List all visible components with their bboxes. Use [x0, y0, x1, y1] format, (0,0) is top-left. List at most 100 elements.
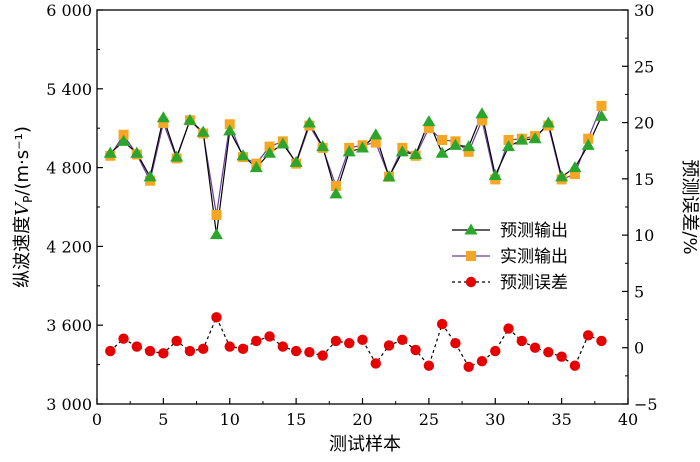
data-point-2	[529, 342, 541, 353]
y-right-tick-label: 5	[634, 282, 644, 301]
x-tick-label: 0	[92, 410, 102, 429]
data-point-0	[435, 146, 449, 158]
data-point-0	[143, 170, 157, 182]
data-point-2	[131, 341, 143, 352]
data-point-2	[450, 338, 461, 349]
data-point-2	[211, 312, 222, 323]
x-tick-label: 15	[286, 410, 306, 429]
data-point-2	[224, 341, 235, 352]
data-point-2	[330, 335, 342, 347]
data-point-0	[316, 140, 330, 152]
data-point-2	[383, 340, 395, 351]
data-point-2	[397, 334, 408, 346]
x-tick-label: 25	[419, 410, 439, 429]
data-point-2	[290, 345, 302, 357]
data-point-0	[196, 125, 210, 137]
data-point-0	[475, 107, 489, 119]
data-point-0	[555, 170, 569, 182]
y-left-tick-label: 6 000	[46, 1, 92, 20]
data-point-0	[249, 161, 263, 173]
data-point-0	[156, 111, 170, 123]
data-point-0	[581, 138, 595, 150]
data-point-0	[183, 113, 197, 125]
data-point-2	[264, 331, 275, 342]
data-point-1	[118, 129, 129, 140]
data-point-1	[476, 115, 487, 126]
legend-marker	[466, 251, 476, 261]
y-left-tick-label: 3 600	[46, 316, 92, 335]
data-point-2	[317, 350, 328, 361]
legend-marker	[464, 223, 478, 235]
x-tick-label: 20	[352, 410, 372, 429]
data-point-1	[569, 169, 580, 180]
y-left-tick-label: 5 400	[46, 80, 92, 99]
data-point-1	[264, 141, 275, 152]
data-point-2	[423, 360, 435, 371]
data-point-1	[423, 123, 434, 134]
data-point-2	[171, 335, 182, 347]
legend-label: 预测误差	[500, 273, 568, 293]
data-point-0	[236, 149, 250, 161]
data-point-2	[582, 330, 594, 341]
y-axis-left-title: 纵波速度VP/(m·s⁻¹)	[12, 126, 35, 288]
data-point-1	[503, 135, 514, 146]
data-point-0	[356, 141, 369, 153]
y-right-tick-label: 0	[634, 339, 644, 358]
data-point-0	[302, 116, 316, 128]
data-point-1	[583, 133, 594, 144]
data-point-0	[130, 146, 144, 158]
x-tick-label: 40	[618, 410, 638, 429]
data-point-0	[209, 228, 223, 240]
data-point-2	[476, 356, 488, 367]
y-left-tick-label: 3 000	[46, 395, 92, 414]
y-right-tick-label: 10	[634, 226, 654, 245]
data-point-2	[543, 347, 554, 358]
data-point-1	[437, 135, 448, 146]
data-point-2	[596, 335, 607, 347]
data-point-2	[344, 338, 355, 349]
series-layer	[103, 100, 608, 373]
data-point-0	[276, 137, 290, 149]
data-point-2	[569, 360, 581, 371]
data-point-0	[409, 147, 423, 160]
data-point-1	[370, 137, 381, 148]
data-point-0	[170, 150, 184, 162]
data-point-2	[118, 333, 129, 344]
series-line-0	[109, 111, 602, 235]
data-point-0	[369, 128, 383, 140]
data-point-0	[382, 170, 396, 182]
y-axis-left-title-unit: /(m·s⁻¹)	[12, 126, 33, 195]
data-point-0	[502, 140, 516, 152]
data-point-0	[117, 134, 131, 146]
data-point-0	[422, 115, 436, 127]
data-point-0	[488, 168, 502, 181]
data-point-0	[342, 145, 356, 157]
data-point-0	[528, 132, 542, 144]
y-axis-left-title-prefix: 纵波速度	[12, 216, 33, 288]
data-point-0	[263, 146, 277, 158]
y-right-tick-label: 15	[634, 170, 654, 189]
data-point-2	[251, 335, 262, 347]
data-point-1	[158, 117, 169, 128]
x-tick-label: 10	[220, 410, 240, 429]
data-point-0	[103, 146, 117, 158]
y-axis-right-title: 预测误差/%	[679, 159, 700, 254]
data-point-2	[463, 361, 474, 373]
x-tick-label: 30	[485, 410, 505, 429]
data-point-2	[490, 345, 501, 357]
data-point-2	[503, 323, 514, 334]
axes: 0 5 10 15 20 25 30 35 40 3 000 3 600 4 200 4 800 5 40…	[46, 1, 657, 429]
data-point-0	[594, 109, 608, 121]
data-point-2	[158, 348, 169, 359]
data-point-1	[211, 209, 222, 220]
data-point-2	[556, 351, 567, 362]
data-point-2	[357, 334, 368, 346]
data-point-2	[105, 345, 116, 357]
x-tick-label: 35	[551, 410, 571, 429]
data-point-2	[277, 341, 289, 352]
data-point-2	[370, 358, 381, 369]
y-right-tick-label: −5	[634, 395, 658, 414]
x-tick-label: 5	[158, 410, 168, 429]
data-point-0	[395, 145, 409, 157]
